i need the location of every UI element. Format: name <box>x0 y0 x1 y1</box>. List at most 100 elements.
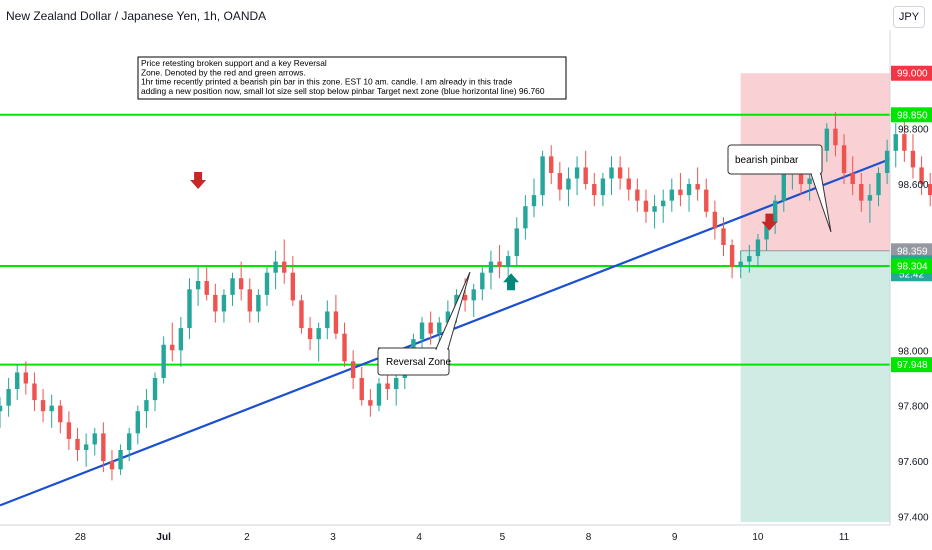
candle <box>686 178 692 212</box>
candle <box>49 394 54 428</box>
candle-body <box>876 172 881 196</box>
candle <box>695 167 700 201</box>
candle <box>187 278 192 340</box>
candle-body <box>247 289 252 312</box>
candle-body <box>152 377 158 401</box>
candle <box>738 250 743 279</box>
candle <box>600 172 606 207</box>
candle-body <box>75 438 80 450</box>
candle-body <box>841 145 847 173</box>
candle-body <box>144 400 149 412</box>
y-tick-label: 98.600 <box>898 180 929 191</box>
candle <box>919 156 924 196</box>
candle-body <box>135 411 141 434</box>
candle-body <box>755 239 761 257</box>
candle-body <box>660 200 666 207</box>
currency-button[interactable]: JPY <box>893 6 925 28</box>
candle <box>480 267 485 301</box>
candle-body <box>161 344 166 378</box>
candle <box>583 150 588 190</box>
candle <box>75 427 80 462</box>
candle <box>333 294 339 340</box>
candle <box>419 317 425 351</box>
y-tick-label: 97.600 <box>898 457 929 468</box>
candle-body <box>170 344 175 351</box>
candle-body <box>557 172 563 190</box>
candle-body <box>764 222 769 240</box>
candle <box>523 195 528 240</box>
candle <box>747 244 752 273</box>
candle-body <box>910 150 916 168</box>
price-tag-label: 97.948 <box>897 360 928 371</box>
candle-body <box>850 172 855 185</box>
note-line: adding a new position now, small lot siz… <box>141 86 545 96</box>
candle <box>824 123 830 162</box>
candle <box>540 150 545 207</box>
candle <box>884 139 890 185</box>
price-tag-entry: 98.359 <box>891 243 932 259</box>
candle-body <box>178 328 184 351</box>
candle-body <box>58 405 63 423</box>
candle-body <box>893 134 898 151</box>
x-tick-label: 5 <box>500 532 506 543</box>
candle-body <box>264 272 270 295</box>
candle <box>247 278 252 323</box>
candle <box>729 239 735 279</box>
candle <box>178 317 184 367</box>
candle <box>497 244 502 279</box>
candle <box>531 178 537 218</box>
candle-body <box>514 228 519 257</box>
candle <box>359 366 364 406</box>
candle-body <box>505 256 511 268</box>
x-tick-label: 28 <box>75 532 87 543</box>
candle <box>704 178 709 218</box>
y-tick-label: 97.800 <box>898 402 929 413</box>
y-tick-label: 97.400 <box>898 512 929 523</box>
candle <box>15 364 20 401</box>
candle-body <box>488 261 494 273</box>
x-tick-label: 9 <box>672 532 678 543</box>
candle-body <box>445 311 451 323</box>
candle <box>152 372 158 412</box>
candle <box>40 389 46 423</box>
candle-body <box>600 178 606 196</box>
candle-body <box>643 200 649 212</box>
price-tag-box <box>891 243 932 259</box>
candle-body <box>230 278 235 295</box>
candle <box>626 167 631 201</box>
trade-note: Price retesting broken support and a key… <box>137 56 567 100</box>
candle <box>902 117 907 162</box>
candle <box>195 267 201 306</box>
price-tag-label: 98.304 <box>897 262 928 273</box>
x-tick-label: 10 <box>752 532 764 543</box>
candle-body <box>0 405 3 412</box>
x-tick-label: 4 <box>416 532 422 543</box>
candle <box>643 189 649 223</box>
candle <box>488 250 494 290</box>
candle-body <box>669 189 675 201</box>
candle-body <box>109 461 115 470</box>
candle-body <box>256 294 261 312</box>
candle-body <box>204 281 209 295</box>
candle <box>471 283 476 318</box>
candle <box>316 322 321 362</box>
candle <box>282 239 287 284</box>
candle-body <box>721 228 726 245</box>
candle <box>264 267 270 306</box>
candle-body <box>859 184 864 201</box>
candle-body <box>195 281 201 290</box>
candle <box>437 317 442 345</box>
callout-box <box>377 347 450 376</box>
bearish-pinbar-callout: bearish pinbar <box>727 144 832 233</box>
candle <box>876 167 881 207</box>
price-tag-box <box>891 65 932 81</box>
candle-body <box>6 389 11 406</box>
reversal-zone-callout: Reversal Zone <box>377 271 471 376</box>
candle-body <box>566 178 571 190</box>
candle <box>514 217 519 268</box>
candle-body <box>609 167 614 179</box>
candle-body <box>695 184 700 190</box>
candle <box>0 397 3 428</box>
candle <box>867 184 873 223</box>
